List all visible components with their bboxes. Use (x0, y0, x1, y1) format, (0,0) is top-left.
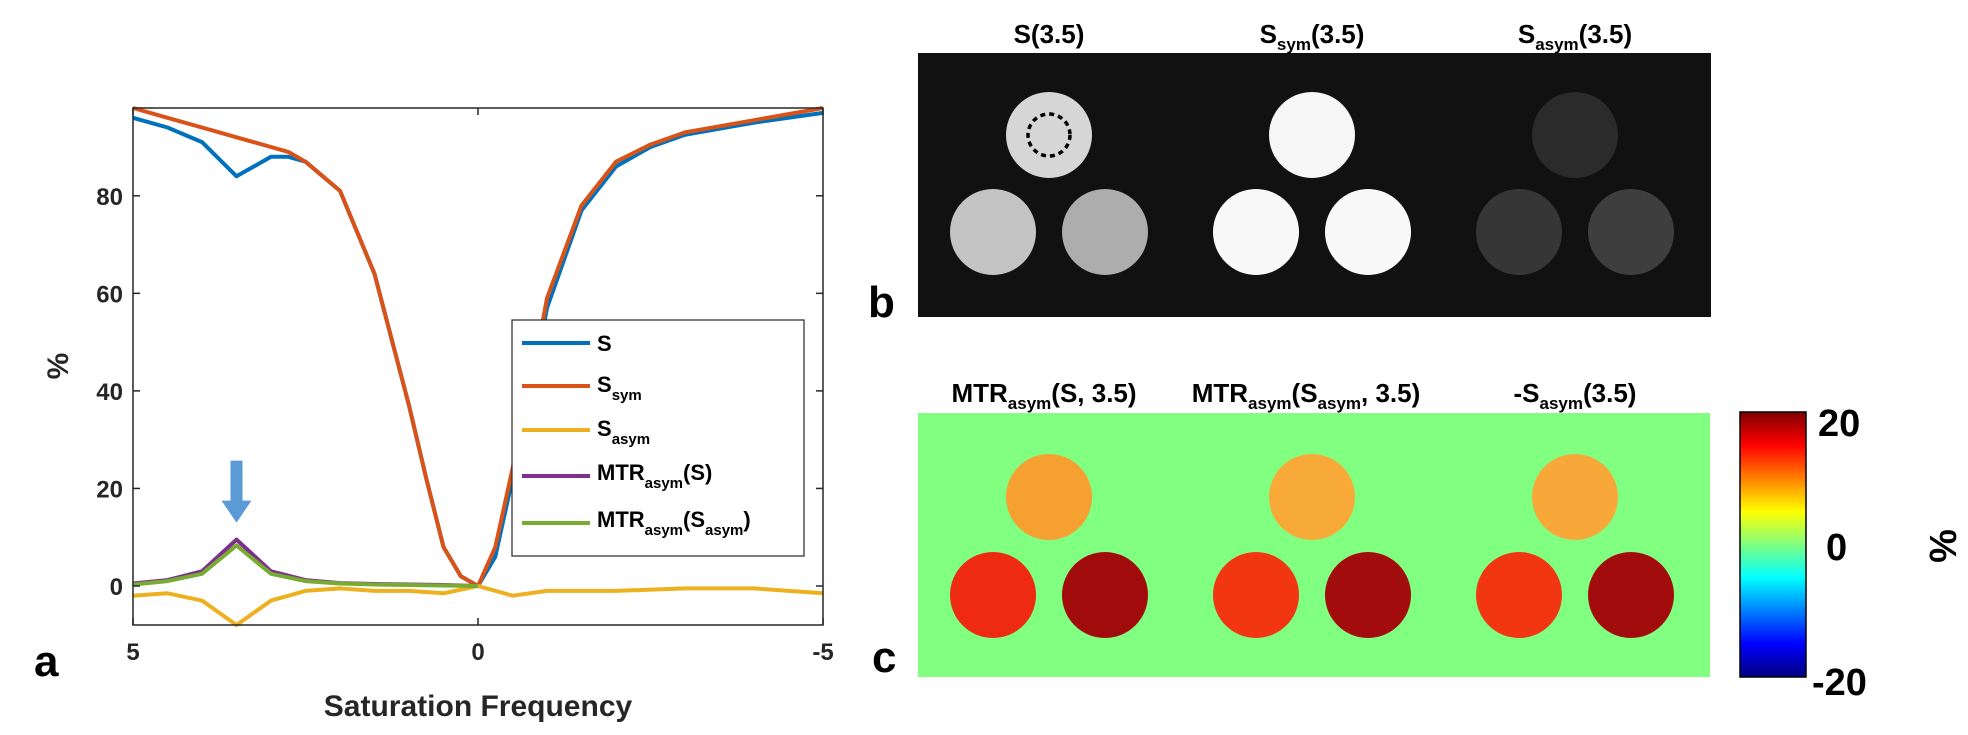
legend-box (511, 319, 805, 557)
phantom-vial-right (1588, 552, 1674, 638)
y-tick-label: 0 (110, 574, 123, 601)
colorbar-min-label: -20 (1812, 662, 1867, 704)
phantom-vial-top (1532, 92, 1618, 178)
title-mtr-asym-s: MTRasym(S, 3.5) (951, 378, 1136, 413)
phantom-vial-right (1325, 189, 1411, 275)
title-s-sym: Ssym(3.5) (1260, 19, 1365, 54)
legend-entry-mtr-asym-s-asym: MTRasym(Sasym) (522, 507, 751, 539)
title-neg-s-asym: -Sasym(3.5) (1514, 378, 1637, 413)
legend-label: MTRasym(S) (597, 460, 712, 492)
series-lines (132, 106, 824, 627)
roi-marker (1026, 112, 1072, 158)
colorbar-mid-label: 0 (1826, 527, 1847, 569)
peak-arrow-annotation (221, 460, 252, 523)
y-tick-label: 60 (96, 281, 123, 308)
panel-a: 5 0 -5 0 20 40 60 80 % Saturation Frequency a S… (34, 106, 834, 723)
phantom-vial-top (1532, 454, 1618, 540)
arrow-icon (221, 460, 252, 523)
colorbar (1739, 411, 1807, 678)
phantom-vial-top (1006, 92, 1092, 178)
legend-entry-s-sym: Ssym (522, 372, 642, 404)
panel-letter-b: b (868, 278, 895, 327)
y-tick-label: 20 (96, 476, 123, 503)
title-s: S(3.5) (1014, 19, 1085, 49)
phantom-vial-top (1269, 454, 1355, 540)
phantom-vial-right (1588, 189, 1674, 275)
phantom-vial-left (1213, 189, 1299, 275)
phantom-vial-left (950, 189, 1036, 275)
x-tick-label: 0 (471, 639, 484, 666)
legend-entry-s: S (522, 331, 612, 356)
legend-label: S (597, 331, 612, 356)
y-axis-label: % (42, 353, 75, 380)
panel-b: S(3.5) Ssym(3.5) Sasym(3.5) b (868, 19, 1711, 327)
image-strip-c (918, 413, 1710, 677)
colorbar-max-label: 20 (1818, 403, 1860, 445)
legend-label: MTRasym(Sasym) (597, 507, 751, 539)
panel-letter-c: c (872, 633, 896, 682)
x-tick-label: -5 (812, 639, 833, 666)
y-tick-label: 40 (96, 379, 123, 406)
phantom-vial-left (1476, 189, 1562, 275)
phantom-vial-left (1476, 552, 1562, 638)
axis-ticks: 5 0 -5 0 20 40 60 80 (96, 108, 834, 666)
title-s-asym: Sasym(3.5) (1518, 19, 1632, 54)
phantom-vial-right (1325, 552, 1411, 638)
legend: S Ssym Sasym MTRasym(S) MTRasym(Sasym) (511, 319, 805, 557)
legend-entry-mtr-asym-s: MTRasym(S) (522, 460, 712, 492)
phantom-vial-top (1006, 454, 1092, 540)
phantom-vial-right (1062, 189, 1148, 275)
phantom-vial-top (1269, 92, 1355, 178)
series-line-4 (132, 543, 479, 588)
series-line-1 (132, 106, 824, 588)
phantom-vial-left (950, 552, 1036, 638)
legend-entry-s-asym: Sasym (522, 416, 650, 448)
x-axis-label: Saturation Frequency (324, 690, 633, 723)
legend-label: Ssym (597, 372, 642, 404)
phantom-images-b (950, 92, 1674, 275)
panel-c: MTRasym(S, 3.5) MTRasym(Sasym, 3.5) -Sas… (872, 378, 1963, 704)
colorbar-unit-label: % (1921, 529, 1963, 563)
panel-letter-a: a (34, 637, 59, 686)
mtr-maps-c (950, 454, 1674, 638)
phantom-vial-left (1213, 552, 1299, 638)
title-mtr-asym-s-asym: MTRasym(Sasym, 3.5) (1192, 378, 1421, 413)
phantom-vial-right (1062, 552, 1148, 638)
series-line-2 (132, 584, 824, 627)
x-tick-label: 5 (126, 639, 139, 666)
legend-label: Sasym (597, 416, 650, 448)
y-tick-label: 80 (96, 184, 123, 211)
